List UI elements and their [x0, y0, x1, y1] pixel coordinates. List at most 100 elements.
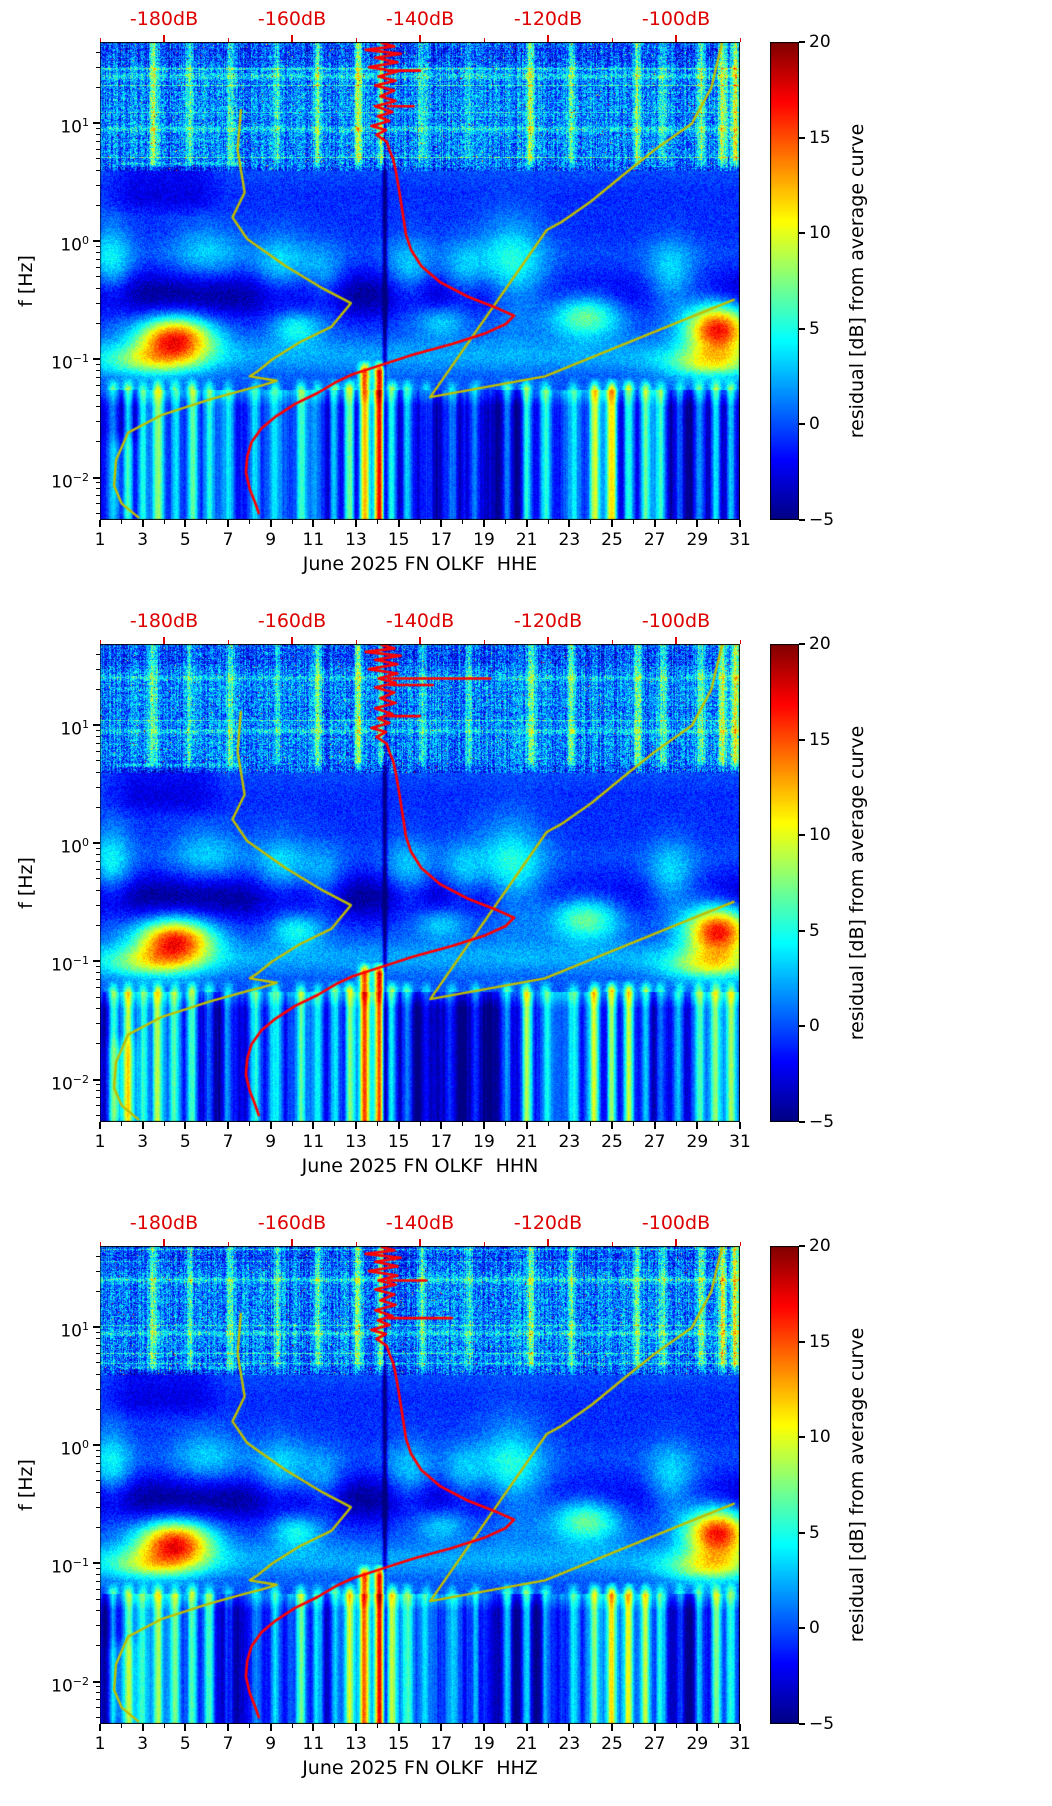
- tick-mark: [96, 1624, 100, 1626]
- tick-mark: [96, 1491, 100, 1493]
- tick-mark: [739, 640, 741, 644]
- tick-mark: [483, 1242, 485, 1246]
- spectrogram-canvas: [100, 42, 740, 520]
- tick-label: -120dB: [513, 610, 583, 632]
- tick-label: 29: [686, 1132, 709, 1152]
- tick-mark: [248, 1724, 250, 1728]
- tick-label: 19: [473, 1734, 495, 1754]
- tick-label: 19: [473, 530, 495, 550]
- colorbar: [770, 644, 799, 1122]
- tick-mark: [376, 1724, 378, 1728]
- tick-mark: [269, 1122, 272, 1129]
- tick-mark: [419, 640, 421, 644]
- tick-mark: [799, 1531, 805, 1534]
- tick-mark: [291, 520, 293, 524]
- y-axis-label: f [Hz]: [15, 255, 37, 307]
- tick-mark: [799, 327, 805, 330]
- colorbar: [770, 42, 799, 520]
- tick-mark: [96, 889, 100, 891]
- tick-mark: [99, 38, 101, 42]
- tick-mark: [397, 1724, 400, 1731]
- tick-label: 31: [729, 530, 751, 550]
- tick-mark: [419, 38, 421, 42]
- tick-label: 5: [809, 1522, 820, 1543]
- tick-mark: [799, 1121, 805, 1123]
- tick-mark: [96, 966, 100, 968]
- tick-mark: [206, 1122, 208, 1126]
- tick-mark: [96, 807, 100, 809]
- tick-label: 1: [94, 1734, 106, 1754]
- tick-mark: [739, 1242, 741, 1246]
- tick-label: -180dB: [129, 1212, 199, 1234]
- tick-mark: [611, 1122, 613, 1129]
- tick-label: 7: [222, 1734, 234, 1754]
- axes-ticks: 1 3 5 7 9 11 13 15 17 19 21 23 25 27 29 31 10−2 10−1 100 10…: [0, 0, 1052, 602]
- tick-mark: [163, 1242, 165, 1246]
- tick-mark: [291, 1242, 293, 1246]
- tick-mark: [96, 1527, 100, 1529]
- tick-mark: [462, 1122, 464, 1126]
- tick-mark: [675, 640, 677, 644]
- colorbar: [770, 1246, 799, 1724]
- tick-label: 29: [686, 530, 709, 550]
- tick-mark: [93, 358, 100, 361]
- y-axis-label: f [Hz]: [15, 1459, 37, 1511]
- tick-label: 5: [179, 1734, 191, 1754]
- tick-mark: [96, 1568, 100, 1570]
- tick-label: 10−2: [51, 1072, 89, 1095]
- tick-mark: [568, 1122, 571, 1129]
- tick-mark: [696, 1122, 699, 1129]
- tick-label: 1: [94, 1132, 106, 1152]
- tick-mark: [291, 1122, 293, 1126]
- tick-mark: [483, 640, 485, 644]
- tick-label: 20: [809, 32, 831, 52]
- tick-mark: [96, 1097, 100, 1099]
- tick-mark: [291, 640, 293, 644]
- tick-mark: [653, 520, 656, 527]
- tick-mark: [269, 520, 272, 527]
- tick-mark: [96, 925, 100, 927]
- tick-label: 100: [60, 1438, 89, 1461]
- tick-label: 23: [558, 530, 581, 550]
- tick-mark: [96, 252, 100, 254]
- tick-mark: [120, 520, 122, 524]
- tick-mark: [93, 1562, 100, 1565]
- tick-label: 19: [473, 1132, 495, 1152]
- tick-mark: [718, 1122, 720, 1126]
- tick-mark: [675, 1242, 677, 1246]
- tick-mark: [96, 1345, 100, 1347]
- tick-mark: [227, 1242, 229, 1246]
- tick-mark: [96, 1598, 100, 1600]
- tick-mark: [248, 520, 250, 524]
- tick-mark: [799, 1340, 805, 1343]
- axes-ticks: 1 3 5 7 9 11 13 15 17 19 21 23 25 27 29 31 10−2 10−1 100 10…: [0, 602, 1052, 1204]
- tick-mark: [96, 149, 100, 151]
- tick-mark: [96, 1388, 100, 1390]
- tick-mark: [96, 1084, 100, 1086]
- tick-label: −5: [809, 1112, 835, 1132]
- tick-mark: [96, 405, 100, 407]
- tick-mark: [96, 482, 100, 484]
- tick-label: 21: [515, 530, 538, 550]
- tick-label: 3: [137, 1734, 149, 1754]
- tick-label: 100: [60, 234, 89, 257]
- tick-mark: [96, 1699, 100, 1701]
- tick-mark: [96, 1589, 100, 1591]
- tick-label: -160dB: [257, 1212, 327, 1234]
- tick-mark: [799, 834, 805, 837]
- tick-mark: [483, 520, 485, 527]
- tick-label: -100dB: [641, 610, 711, 632]
- tick-label: 10−1: [51, 1556, 89, 1579]
- tick-mark: [96, 1373, 100, 1375]
- tick-mark: [799, 136, 805, 139]
- tick-mark: [96, 979, 100, 981]
- tick-mark: [93, 1444, 100, 1447]
- tick-label: 3: [137, 530, 149, 550]
- tick-mark: [525, 520, 528, 527]
- tick-mark: [96, 128, 100, 130]
- tick-mark: [799, 423, 805, 426]
- tick-mark: [96, 1043, 100, 1045]
- tick-mark: [96, 51, 100, 53]
- tick-mark: [632, 520, 634, 524]
- tick-label: 11: [302, 530, 325, 550]
